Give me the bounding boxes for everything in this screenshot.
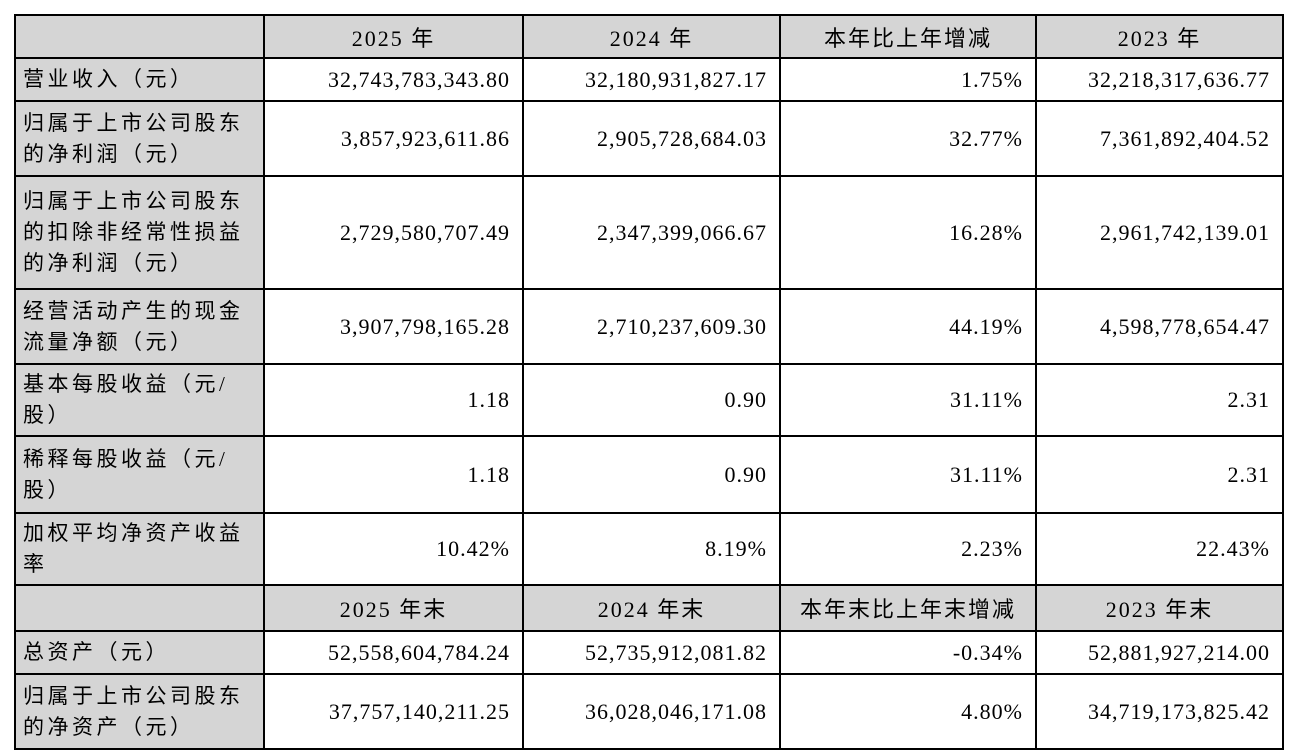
cell-value-2024: 32,180,931,827.17: [522, 57, 781, 102]
column-header-2023-end: 2023 年末: [1035, 584, 1284, 632]
column-header-2024: 2024 年: [522, 14, 781, 59]
cell-value-change: 1.75%: [779, 57, 1037, 102]
cell-value-2025: 32,743,783,343.80: [263, 57, 524, 102]
row-label: 归属于上市公司股东的净利润（元）: [14, 100, 265, 177]
header-corner-cell: [14, 584, 265, 632]
cell-value-change: 4.80%: [779, 673, 1037, 750]
row-label: 加权平均净资产收益率: [14, 512, 265, 586]
cell-value-2024: 0.90: [522, 363, 781, 437]
cell-value-2025: 3,907,798,165.28: [263, 288, 524, 365]
row-label: 营业收入（元）: [14, 57, 265, 102]
column-header-yoy-end-change: 本年末比上年末增减: [779, 584, 1037, 632]
row-label: 基本每股收益（元/股）: [14, 363, 265, 437]
column-header-yoy-change: 本年比上年增减: [779, 14, 1037, 59]
cell-value-change: 44.19%: [779, 288, 1037, 365]
cell-value-2024: 2,710,237,609.30: [522, 288, 781, 365]
table-row-operating-cash-flow: 经营活动产生的现金流量净额（元） 3,907,798,165.28 2,710,…: [14, 288, 1284, 365]
cell-value-2023: 2.31: [1035, 363, 1284, 437]
cell-value-2025: 10.42%: [263, 512, 524, 586]
table-row-net-profit-attributable: 归属于上市公司股东的净利润（元） 3,857,923,611.86 2,905,…: [14, 100, 1284, 177]
financial-summary-table: 2025 年 2024 年 本年比上年增减 2023 年 营业收入（元） 32,…: [14, 14, 1284, 750]
table-row-weighted-avg-roe: 加权平均净资产收益率 10.42% 8.19% 2.23% 22.43%: [14, 512, 1284, 586]
row-label: 稀释每股收益（元/股）: [14, 435, 265, 514]
cell-value-2024: 0.90: [522, 435, 781, 514]
table-row-operating-revenue: 营业收入（元） 32,743,783,343.80 32,180,931,827…: [14, 57, 1284, 102]
cell-value-2023: 34,719,173,825.42: [1035, 673, 1284, 750]
table-header-row-period: 2025 年 2024 年 本年比上年增减 2023 年: [14, 14, 1284, 59]
column-header-2025-end: 2025 年末: [263, 584, 524, 632]
cell-value-2025: 1.18: [263, 363, 524, 437]
cell-value-2023: 52,881,927,214.00: [1035, 630, 1284, 675]
cell-value-2024: 52,735,912,081.82: [522, 630, 781, 675]
cell-value-2023: 4,598,778,654.47: [1035, 288, 1284, 365]
cell-value-change: 31.11%: [779, 363, 1037, 437]
cell-value-2025: 52,558,604,784.24: [263, 630, 524, 675]
cell-value-2023: 7,361,892,404.52: [1035, 100, 1284, 177]
cell-value-2024: 2,905,728,684.03: [522, 100, 781, 177]
cell-value-2025: 2,729,580,707.49: [263, 175, 524, 290]
row-label: 归属于上市公司股东的扣除非经常性损益的净利润（元）: [14, 175, 265, 290]
table-header-row-period-end: 2025 年末 2024 年末 本年末比上年末增减 2023 年末: [14, 584, 1284, 632]
cell-value-change: 32.77%: [779, 100, 1037, 177]
table-row-basic-eps: 基本每股收益（元/股） 1.18 0.90 31.11% 2.31: [14, 363, 1284, 437]
cell-value-2023: 2.31: [1035, 435, 1284, 514]
cell-value-2023: 2,961,742,139.01: [1035, 175, 1284, 290]
cell-value-change: 31.11%: [779, 435, 1037, 514]
cell-value-change: -0.34%: [779, 630, 1037, 675]
column-header-2023: 2023 年: [1035, 14, 1284, 59]
column-header-2024-end: 2024 年末: [522, 584, 781, 632]
cell-value-2024: 8.19%: [522, 512, 781, 586]
cell-value-2024: 2,347,399,066.67: [522, 175, 781, 290]
row-label: 归属于上市公司股东的净资产（元）: [14, 673, 265, 750]
cell-value-2025: 3,857,923,611.86: [263, 100, 524, 177]
column-header-2025: 2025 年: [263, 14, 524, 59]
cell-value-2023: 32,218,317,636.77: [1035, 57, 1284, 102]
header-corner-cell: [14, 14, 265, 59]
row-label: 经营活动产生的现金流量净额（元）: [14, 288, 265, 365]
cell-value-2025: 37,757,140,211.25: [263, 673, 524, 750]
cell-value-change: 2.23%: [779, 512, 1037, 586]
table-row-net-profit-excl-nonrecurring: 归属于上市公司股东的扣除非经常性损益的净利润（元） 2,729,580,707.…: [14, 175, 1284, 290]
table-row-diluted-eps: 稀释每股收益（元/股） 1.18 0.90 31.11% 2.31: [14, 435, 1284, 514]
cell-value-2024: 36,028,046,171.08: [522, 673, 781, 750]
table-row-total-assets: 总资产（元） 52,558,604,784.24 52,735,912,081.…: [14, 630, 1284, 675]
cell-value-2025: 1.18: [263, 435, 524, 514]
cell-value-2023: 22.43%: [1035, 512, 1284, 586]
table-row-net-assets-attributable: 归属于上市公司股东的净资产（元） 37,757,140,211.25 36,02…: [14, 673, 1284, 750]
row-label: 总资产（元）: [14, 630, 265, 675]
cell-value-change: 16.28%: [779, 175, 1037, 290]
